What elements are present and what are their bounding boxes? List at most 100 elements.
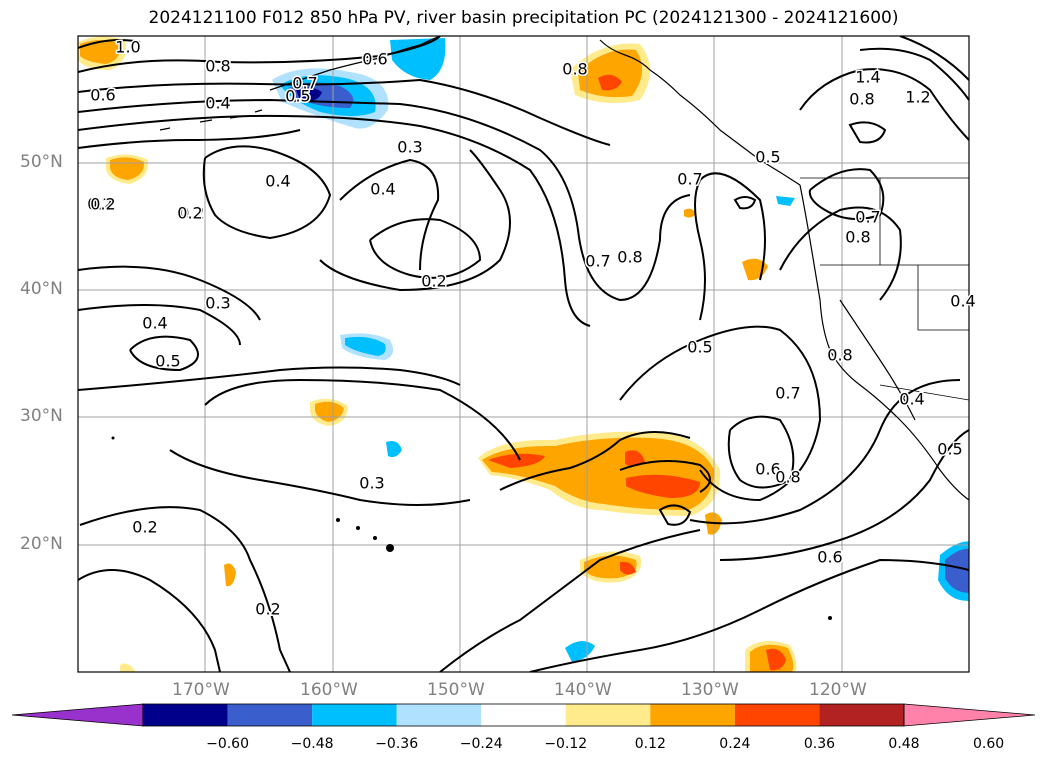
contour-label: 0.7 xyxy=(292,74,317,93)
coastlines xyxy=(159,36,969,501)
lon-label: 170°W xyxy=(172,680,230,700)
positive-anomaly xyxy=(598,74,622,91)
contour-label: 0.8 xyxy=(205,57,230,76)
contour-line xyxy=(78,129,301,149)
contour-line xyxy=(79,506,291,672)
contour-line xyxy=(694,172,766,321)
contour-line xyxy=(619,460,711,493)
lon-label: 160°W xyxy=(300,680,358,700)
contour-line xyxy=(369,218,482,279)
contour-label: 0.3 xyxy=(205,294,230,313)
contour-label: 0.5 xyxy=(687,338,712,357)
contour-line xyxy=(859,47,969,101)
positive-anomaly xyxy=(578,49,643,98)
lon-label: 150°W xyxy=(427,680,485,700)
contour-label: 1.4 xyxy=(855,68,880,87)
contour-line xyxy=(78,569,221,672)
negative-anomaly xyxy=(386,441,402,458)
positive-anomaly xyxy=(80,40,121,64)
contour-label: 0.6 xyxy=(90,86,115,105)
colorbar-frame xyxy=(142,703,905,727)
contour-label: 0.8 xyxy=(562,60,587,79)
contour-line xyxy=(658,504,692,526)
negative-anomaly xyxy=(390,38,446,80)
state-border xyxy=(917,265,969,331)
colorbar-extend-max xyxy=(903,703,1036,727)
contour-line xyxy=(529,558,969,672)
contour-label: 0.5 xyxy=(155,352,180,371)
contour-line xyxy=(799,68,969,141)
contour-label: 0.4 xyxy=(265,172,290,191)
bc-coast xyxy=(799,184,969,501)
contour-line xyxy=(727,415,795,489)
contour-label: 0.5 xyxy=(755,148,780,167)
contour-label: 0.4 xyxy=(370,180,395,199)
contour-line xyxy=(78,98,691,302)
negative-anomaly xyxy=(296,87,322,101)
contour-label: 0.5 xyxy=(937,440,962,459)
contour-label: 0.8 xyxy=(827,346,852,365)
map-title: 2024121100 F012 850 hPa PV, river basin … xyxy=(148,8,899,28)
colorbar-tick-label: −0.60 xyxy=(206,736,249,752)
colorbar-segment xyxy=(143,704,228,726)
hawaii-island xyxy=(373,536,377,540)
colorbar-tick-label: 0.48 xyxy=(888,736,920,752)
contour-label: 0.2 xyxy=(90,195,115,214)
colorbar-tick-label: 0.12 xyxy=(634,736,666,752)
lat-label: 20°N xyxy=(20,534,63,554)
precip-fills xyxy=(78,36,969,672)
positive-anomaly xyxy=(684,208,696,218)
baja xyxy=(839,299,916,421)
aleutians xyxy=(159,109,263,131)
map-frame xyxy=(77,35,970,673)
mexico-border xyxy=(879,384,969,401)
negative-anomaly xyxy=(345,336,386,356)
positive-anomaly xyxy=(482,437,714,510)
contour-label: 0.6 xyxy=(362,50,387,69)
lon-label: 120°W xyxy=(809,680,867,700)
colorbar-tick-label: 0.36 xyxy=(803,736,836,752)
contour-label: 0.2 xyxy=(87,195,112,214)
colorbar-segment xyxy=(650,704,735,726)
contour-line xyxy=(78,304,241,346)
contour-label: 0.5 xyxy=(285,87,310,106)
contour-label: 0.2 xyxy=(177,204,202,223)
colorbar-tick-label: −0.36 xyxy=(375,736,419,752)
contour-label: 0.4 xyxy=(205,94,230,113)
contour-label: 0.8 xyxy=(775,468,800,487)
island xyxy=(111,436,115,440)
contour-label: 0.3 xyxy=(397,138,422,157)
lat-label: 50°N xyxy=(20,152,63,172)
contour-line xyxy=(689,379,961,525)
negative-anomaly xyxy=(776,196,795,206)
contour-label: 1.0 xyxy=(115,38,140,57)
contour-label: 0.7 xyxy=(677,170,702,189)
contour-label: 0.2 xyxy=(421,272,446,291)
contour-line xyxy=(78,114,591,327)
contour-line xyxy=(169,449,471,506)
contour-label: 0.3 xyxy=(359,474,384,493)
contour-line xyxy=(319,149,511,292)
positive-anomaly xyxy=(224,563,236,587)
contour-label: 0.2 xyxy=(255,600,280,619)
contour-line xyxy=(848,121,887,144)
positive-anomaly xyxy=(620,561,636,575)
contour-line xyxy=(733,196,757,210)
contour-label: 1.2 xyxy=(905,88,930,107)
colorbar-segment xyxy=(819,704,904,726)
colorbar-segment xyxy=(734,704,820,726)
positive-anomaly xyxy=(625,450,645,467)
negative-anomaly xyxy=(945,548,969,593)
contour-line xyxy=(78,39,141,49)
colorbar-tick-label: 0.24 xyxy=(719,736,751,752)
contour-label: 0.7 xyxy=(585,252,610,271)
lat-label: 30°N xyxy=(20,406,63,426)
contour-line xyxy=(339,158,440,271)
contour-line xyxy=(204,378,521,461)
hawaii-island xyxy=(336,518,340,522)
contour-label: 0.8 xyxy=(845,228,870,247)
colorbar-tick-label: −0.24 xyxy=(459,736,503,752)
lon-label: 140°W xyxy=(554,680,612,700)
contour-line xyxy=(719,429,969,561)
lon-label: 130°W xyxy=(681,680,739,700)
